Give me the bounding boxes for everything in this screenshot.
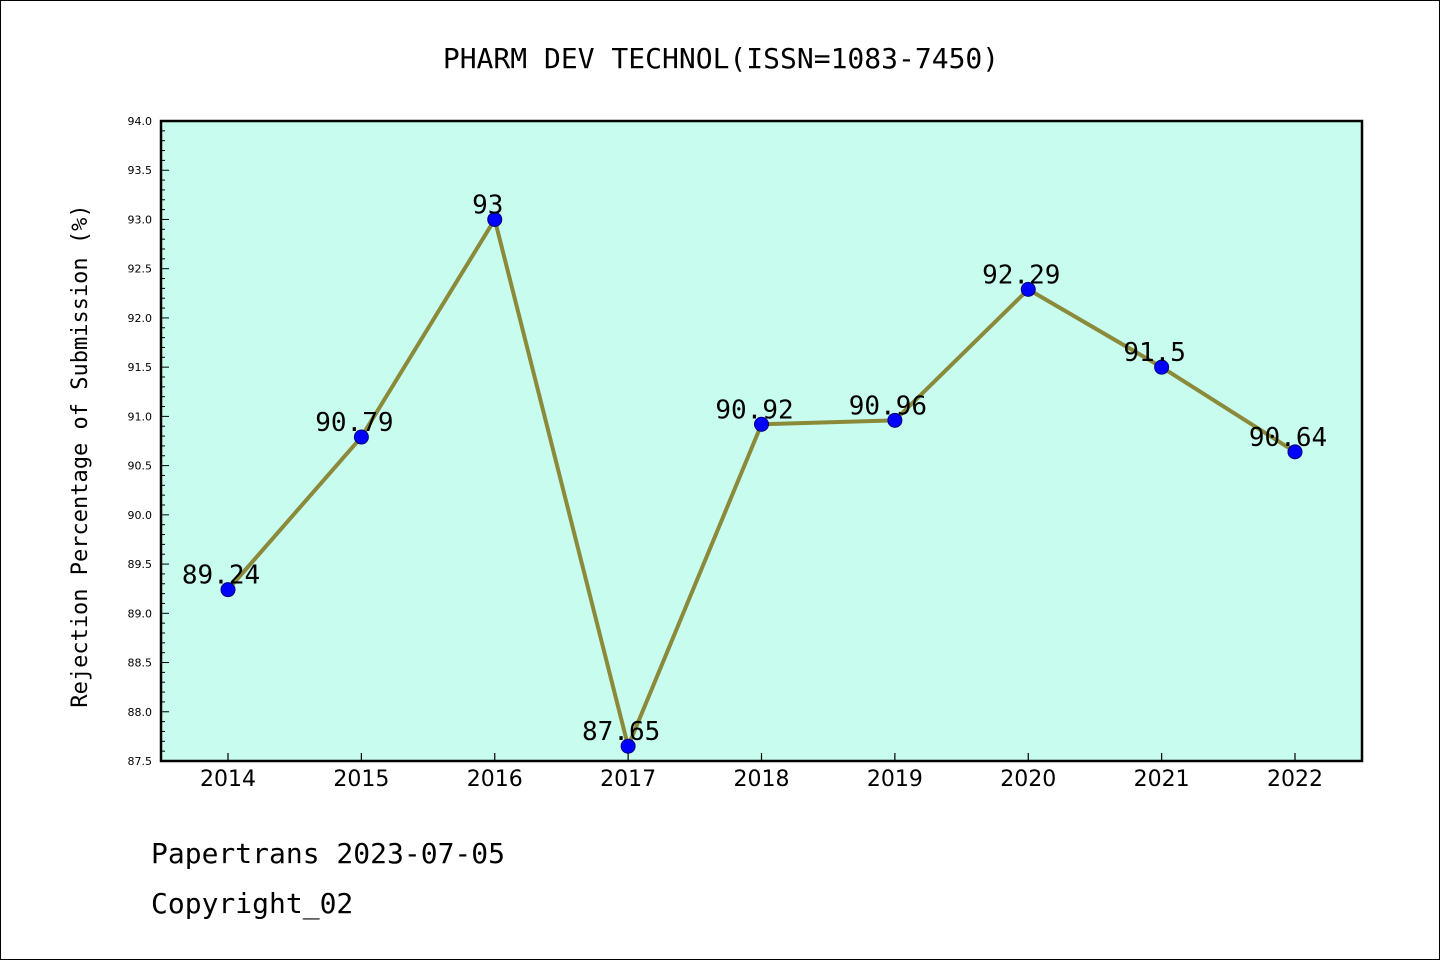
data-point-2021 [1154, 359, 1170, 375]
y-tick-label: 91.0 [128, 410, 153, 423]
data-label-2021: 91.5 [1123, 338, 1186, 368]
y-tick-label: 87.5 [128, 755, 153, 768]
y-tick-label: 90.5 [128, 460, 153, 473]
x-tick-label: 2017 [600, 767, 656, 792]
data-point-2020 [1020, 281, 1036, 297]
y-tick-label: 88.0 [128, 706, 153, 719]
x-tick-label: 2020 [1000, 767, 1056, 792]
x-tick-label: 2021 [1134, 767, 1190, 792]
y-axis-label: Rejection Percentage of Submission (%) [68, 204, 93, 707]
data-label-2022: 90.64 [1249, 423, 1327, 453]
marker-group [220, 211, 1303, 754]
y-tick-label: 94.0 [128, 115, 153, 128]
data-point-2014 [220, 582, 236, 598]
x-tick-label: 2014 [200, 767, 256, 792]
data-label-2020: 92.29 [982, 260, 1060, 290]
x-tick-label: 2019 [867, 767, 923, 792]
y-tick-label: 90.0 [128, 509, 153, 522]
x-tick-label: 2022 [1267, 767, 1323, 792]
footer-date: Papertrans 2023-07-05 [151, 837, 506, 870]
x-tick-label: 2016 [467, 767, 523, 792]
y-tick-label: 89.0 [128, 607, 153, 620]
data-point-2018 [754, 416, 769, 432]
chart-title: PHARM DEV TECHNOL(ISSN=1083-7450) [443, 42, 999, 75]
y-tick-label: 91.5 [128, 361, 153, 374]
data-label-2019: 90.96 [849, 391, 927, 421]
data-label-2017: 87.65 [582, 717, 660, 747]
y-tick-label: 93.5 [128, 164, 153, 177]
x-axis: 2014 2015 2016 2017 2018 2019 2020 2021 2022 [200, 753, 1323, 792]
data-label-group: 89.24 90.79 93 87.65 90.92 90.96 92.29 91.5 90.6… [182, 190, 1327, 747]
data-label-2014: 89.24 [182, 561, 260, 591]
data-point-2015 [353, 429, 369, 445]
data-point-2016 [487, 211, 503, 227]
footer-copyright: Copyright_02 [151, 887, 354, 920]
plot-area [161, 121, 1362, 761]
plot-border [159, 119, 1364, 763]
y-tick-label: 88.5 [128, 657, 153, 670]
y-axis: 87.5 88.0 88.5 89.0 89.5 90.0 90.5 91.0 91.5 92.0… [128, 115, 169, 768]
y-tick-label: 89.5 [128, 558, 153, 571]
data-label-2015: 90.79 [315, 408, 393, 438]
y-tick-label: 92.5 [128, 263, 153, 276]
data-point-2019 [887, 412, 903, 428]
data-label-2018: 90.92 [715, 395, 793, 425]
x-tick-label: 2018 [734, 767, 790, 792]
data-point-2017 [620, 738, 636, 754]
data-point-2022 [1287, 444, 1303, 460]
y-tick-label: 93.0 [128, 213, 153, 226]
data-label-2016: 93 [472, 190, 503, 220]
y-tick-label: 92.0 [128, 312, 153, 325]
x-tick-label: 2015 [333, 767, 389, 792]
